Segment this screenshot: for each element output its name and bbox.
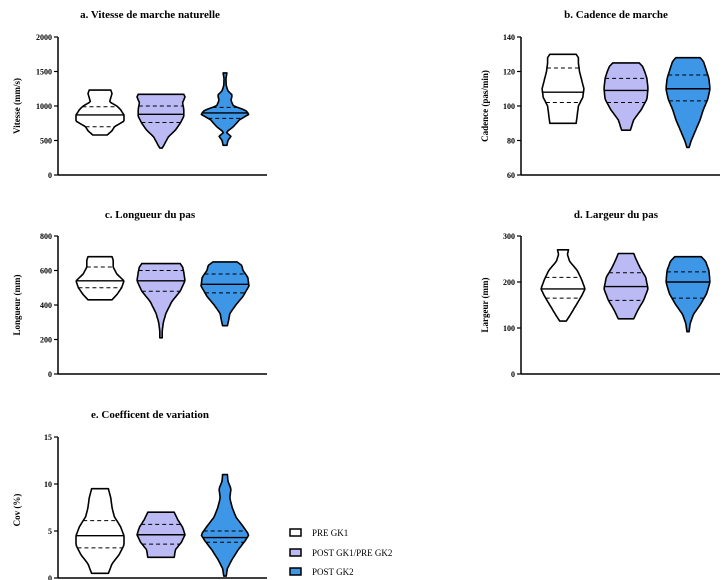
legend-label-pre-gk1: PRE GK1	[312, 528, 348, 538]
panel-a: a. Vitesse de marche naturelle Vitesse (…	[12, 9, 267, 180]
violin-c-0	[75, 255, 125, 301]
panel-a-title: a. Vitesse de marche naturelle	[80, 9, 220, 21]
y-tick-label: 5	[48, 527, 52, 536]
panel-d: d. Largeur du pas Largeur (mm) 0 100 200 30…	[480, 209, 720, 379]
y-tick-label: 10	[44, 480, 52, 489]
panel-e-ylabel: Cov (%)	[12, 494, 22, 527]
y-tick-label: 1000	[36, 102, 52, 111]
panel-e: e. Coefficent de variation Cov (%) 0 5 10 1…	[12, 409, 267, 580]
y-tick-label: 200	[503, 278, 515, 287]
violin-a-0	[75, 89, 125, 136]
panel-b: b. Cadence de marche Cadence (pas/min) 6…	[480, 9, 720, 180]
violin-d-2	[665, 255, 711, 333]
legend-item: POST GK1/PRE GK2	[289, 548, 392, 558]
legend: PRE GK1 POST GK1/PRE GK2 POST GK2	[289, 528, 392, 577]
y-tick-label: 800	[40, 232, 52, 241]
legend-label-post-gk2: POST GK2	[312, 567, 354, 577]
violin-d-0	[540, 249, 586, 322]
panel-a-ylabel: Vitesse (mm/s)	[12, 78, 22, 134]
panel-c: c. Longueur du pas Longueur (mm) 0 200 400…	[12, 209, 267, 379]
legend-item: PRE GK1	[289, 528, 348, 538]
panel-b-title: b. Cadence de marche	[564, 9, 668, 21]
y-tick-label: 400	[40, 301, 52, 310]
violin-b-1	[603, 62, 649, 131]
legend-label-post-gk1-pre-gk2: POST GK1/PRE GK2	[312, 548, 392, 558]
y-tick-label: 200	[40, 336, 52, 345]
violin-c-1	[136, 262, 186, 339]
panel-d-title: d. Largeur du pas	[574, 209, 659, 221]
y-tick-label: 0	[48, 370, 52, 379]
violin-b-0	[541, 53, 585, 125]
panel-d-ylabel: Largeur (mm)	[480, 277, 490, 332]
y-tick-label: 0	[48, 574, 52, 580]
violin-e-2	[200, 473, 250, 577]
legend-swatch-post-gk2	[289, 567, 302, 576]
y-tick-label: 80	[507, 137, 515, 146]
y-tick-label: 600	[40, 267, 52, 276]
violin-b-2	[665, 56, 711, 149]
violin-a-2	[200, 72, 250, 147]
y-tick-label: 140	[503, 33, 515, 42]
y-tick-label: 120	[503, 68, 515, 77]
y-tick-label: 300	[503, 232, 515, 241]
panel-c-ylabel: Longueur (mm)	[12, 274, 22, 335]
legend-item: POST GK2	[289, 567, 354, 577]
y-tick-label: 2000	[36, 33, 52, 42]
y-tick-label: 100	[503, 102, 515, 111]
y-tick-label: 0	[511, 370, 515, 379]
legend-swatch-pre-gk1	[289, 528, 302, 537]
y-tick-label: 15	[44, 433, 52, 442]
y-tick-label: 60	[507, 171, 515, 180]
y-tick-label: 100	[503, 324, 515, 333]
violin-a-1	[136, 93, 186, 149]
panel-b-ylabel: Cadence (pas/min)	[480, 70, 490, 142]
violin-c-2	[200, 261, 250, 327]
violin-e-0	[75, 487, 125, 575]
legend-swatch-post-gk1-pre-gk2	[289, 548, 302, 557]
y-tick-label: 500	[40, 137, 52, 146]
panel-e-title: e. Coefficent de variation	[91, 409, 209, 421]
y-tick-label: 0	[48, 171, 52, 180]
panel-c-title: c. Longueur du pas	[105, 209, 196, 221]
y-tick-label: 1500	[36, 68, 52, 77]
